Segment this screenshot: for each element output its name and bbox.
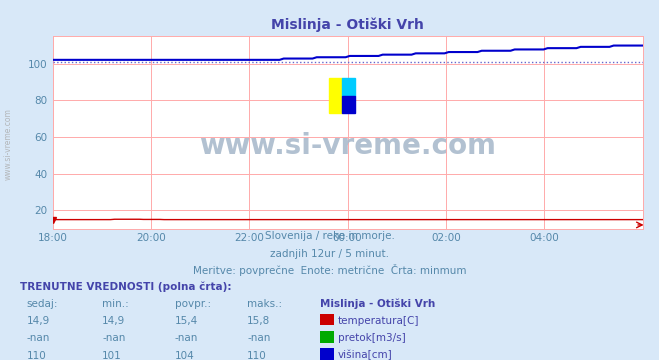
Text: 110: 110 xyxy=(247,351,267,360)
Text: 15,8: 15,8 xyxy=(247,316,270,326)
Text: 104: 104 xyxy=(175,351,194,360)
Text: 15,4: 15,4 xyxy=(175,316,198,326)
Text: -nan: -nan xyxy=(175,333,198,343)
Text: temperatura[C]: temperatura[C] xyxy=(338,316,420,326)
Text: pretok[m3/s]: pretok[m3/s] xyxy=(338,333,406,343)
Text: povpr.:: povpr.: xyxy=(175,299,211,309)
Text: -nan: -nan xyxy=(102,333,125,343)
Text: sedaj:: sedaj: xyxy=(26,299,58,309)
Bar xyxy=(342,96,355,113)
Text: maks.:: maks.: xyxy=(247,299,282,309)
Text: -nan: -nan xyxy=(247,333,270,343)
Text: zadnjih 12ur / 5 minut.: zadnjih 12ur / 5 minut. xyxy=(270,249,389,259)
Text: 14,9: 14,9 xyxy=(102,316,125,326)
Text: www.si-vreme.com: www.si-vreme.com xyxy=(199,132,496,160)
Text: višina[cm]: višina[cm] xyxy=(338,350,393,360)
Text: Meritve: povprečne  Enote: metrične  Črta: minmum: Meritve: povprečne Enote: metrične Črta:… xyxy=(192,264,467,276)
Text: www.si-vreme.com: www.si-vreme.com xyxy=(3,108,13,180)
Bar xyxy=(342,78,355,96)
Text: TRENUTNE VREDNOSTI (polna črta):: TRENUTNE VREDNOSTI (polna črta): xyxy=(20,281,231,292)
Text: Slovenija / reke in morje.: Slovenija / reke in morje. xyxy=(264,231,395,242)
Text: 14,9: 14,9 xyxy=(26,316,49,326)
Text: min.:: min.: xyxy=(102,299,129,309)
Bar xyxy=(329,78,342,96)
Text: -nan: -nan xyxy=(26,333,49,343)
Text: 110: 110 xyxy=(26,351,46,360)
Bar xyxy=(329,96,342,113)
Text: Mislinja - Otiški Vrh: Mislinja - Otiški Vrh xyxy=(320,298,435,309)
Title: Mislinja - Otiški Vrh: Mislinja - Otiški Vrh xyxy=(272,18,424,32)
Text: 101: 101 xyxy=(102,351,122,360)
